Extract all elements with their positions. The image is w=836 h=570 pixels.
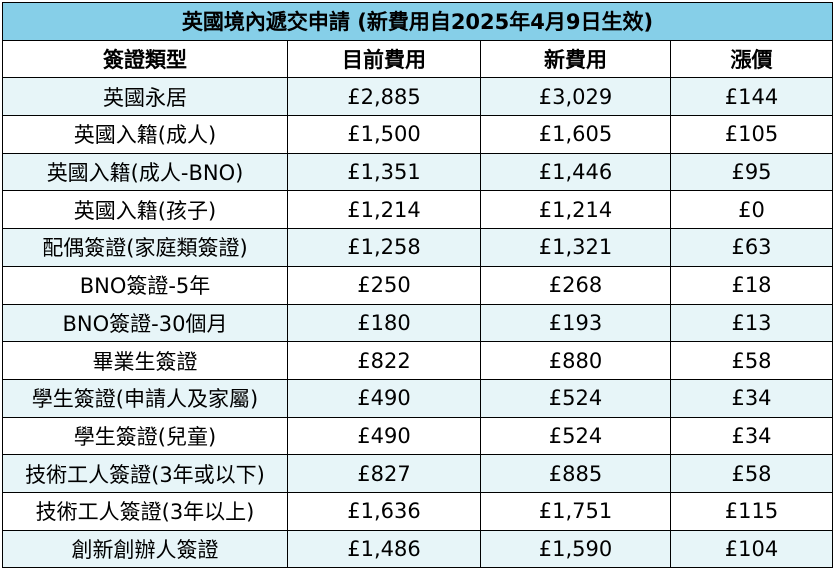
cell-visa-type: 學生簽證(兒童) xyxy=(2,416,288,456)
cell-new-fee: £1,605 xyxy=(480,115,671,154)
cell-increase: £104 xyxy=(670,529,833,569)
cell-current-fee: £2,885 xyxy=(287,77,481,117)
cell-current-fee: £1,500 xyxy=(287,115,481,154)
table-title: 英國境內遞交申請 (新費用自2025年4月9日生效) xyxy=(2,2,833,41)
cell-new-fee: £880 xyxy=(480,341,671,380)
cell-new-fee: £885 xyxy=(480,454,671,493)
cell-current-fee: £250 xyxy=(287,265,481,305)
cell-visa-type: 英國入籍(成人-BNO) xyxy=(2,152,288,192)
table-row: 英國入籍(成人-BNO) £1,351 £1,446 £95 xyxy=(2,152,833,192)
table-body: 英國永居 £2,885 £3,029 £144 英國入籍(成人) £1,500 £1,605… xyxy=(2,77,833,569)
table-row: BNO簽證-30個月 £180 £193 £13 xyxy=(2,303,833,343)
cell-increase: £0 xyxy=(670,190,833,230)
cell-new-fee: £193 xyxy=(480,303,671,343)
cell-new-fee: £524 xyxy=(480,378,671,418)
cell-new-fee: £3,029 xyxy=(480,77,671,117)
cell-new-fee: £268 xyxy=(480,265,671,305)
cell-current-fee: £1,636 xyxy=(287,491,481,531)
cell-visa-type: 英國入籍(孩子) xyxy=(2,190,288,230)
header-current-fee: 目前費用 xyxy=(287,39,481,79)
header-row: 簽證類型 目前費用 新費用 漲價 xyxy=(2,39,833,79)
cell-visa-type: 創新創辦人簽證 xyxy=(2,529,288,569)
title-row: 英國境內遞交申請 (新費用自2025年4月9日生效) xyxy=(2,2,833,41)
cell-increase: £58 xyxy=(670,341,833,380)
cell-new-fee: £1,590 xyxy=(480,529,671,569)
cell-new-fee: £1,751 xyxy=(480,491,671,531)
cell-increase: £34 xyxy=(670,416,833,456)
table-row: 英國入籍(成人) £1,500 £1,605 £105 xyxy=(2,115,833,154)
cell-new-fee: £1,321 xyxy=(480,228,671,267)
table-row: 技術工人簽證(3年或以下) £827 £885 £58 xyxy=(2,454,833,493)
cell-increase: £34 xyxy=(670,378,833,418)
cell-current-fee: £1,486 xyxy=(287,529,481,569)
cell-increase: £18 xyxy=(670,265,833,305)
table-row: 學生簽證(兒童) £490 £524 £34 xyxy=(2,416,833,456)
cell-current-fee: £827 xyxy=(287,454,481,493)
cell-visa-type: 畢業生簽證 xyxy=(2,341,288,380)
cell-new-fee: £1,214 xyxy=(480,190,671,230)
cell-current-fee: £1,351 xyxy=(287,152,481,192)
table-row: 創新創辦人簽證 £1,486 £1,590 £104 xyxy=(2,529,833,569)
cell-increase: £105 xyxy=(670,115,833,154)
cell-increase: £13 xyxy=(670,303,833,343)
cell-current-fee: £1,214 xyxy=(287,190,481,230)
table-row: 英國永居 £2,885 £3,029 £144 xyxy=(2,77,833,117)
header-new-fee: 新費用 xyxy=(480,39,671,79)
cell-increase: £95 xyxy=(670,152,833,192)
cell-increase: £63 xyxy=(670,228,833,267)
table-row: 技術工人簽證(3年以上) £1,636 £1,751 £115 xyxy=(2,491,833,531)
header-increase: 漲價 xyxy=(670,39,833,79)
table-row: 英國入籍(孩子) £1,214 £1,214 £0 xyxy=(2,190,833,230)
table-row: 配偶簽證(家庭類簽證) £1,258 £1,321 £63 xyxy=(2,228,833,267)
cell-new-fee: £1,446 xyxy=(480,152,671,192)
cell-current-fee: £1,258 xyxy=(287,228,481,267)
cell-increase: £115 xyxy=(670,491,833,531)
cell-current-fee: £490 xyxy=(287,416,481,456)
cell-visa-type: 英國永居 xyxy=(2,77,288,117)
cell-current-fee: £822 xyxy=(287,341,481,380)
cell-visa-type: BNO簽證-30個月 xyxy=(2,303,288,343)
cell-increase: £58 xyxy=(670,454,833,493)
cell-current-fee: £490 xyxy=(287,378,481,418)
cell-current-fee: £180 xyxy=(287,303,481,343)
table-row: BNO簽證-5年 £250 £268 £18 xyxy=(2,265,833,305)
cell-new-fee: £524 xyxy=(480,416,671,456)
table-row: 畢業生簽證 £822 £880 £58 xyxy=(2,341,833,380)
cell-visa-type: 學生簽證(申請人及家屬) xyxy=(2,378,288,418)
cell-visa-type: 技術工人簽證(3年或以下) xyxy=(2,454,288,493)
table-row: 學生簽證(申請人及家屬) £490 £524 £34 xyxy=(2,378,833,418)
cell-visa-type: 技術工人簽證(3年以上) xyxy=(2,491,288,531)
header-visa-type: 簽證類型 xyxy=(2,39,288,79)
cell-visa-type: 英國入籍(成人) xyxy=(2,115,288,154)
cell-increase: £144 xyxy=(670,77,833,117)
cell-visa-type: 配偶簽證(家庭類簽證) xyxy=(2,228,288,267)
cell-visa-type: BNO簽證-5年 xyxy=(2,265,288,305)
